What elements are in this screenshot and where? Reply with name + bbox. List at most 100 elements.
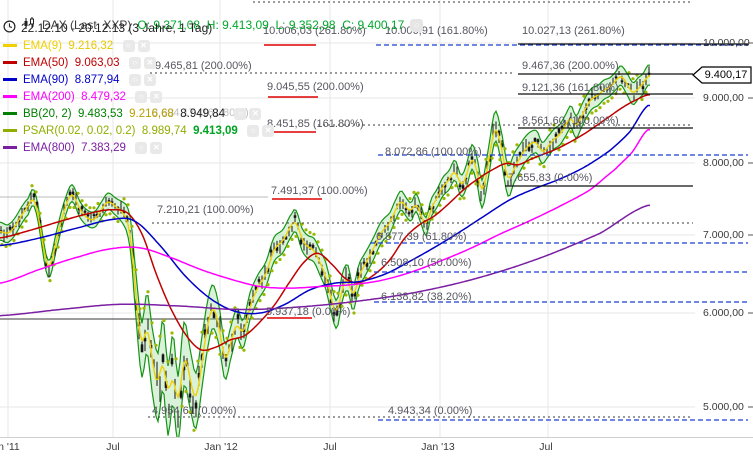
y-axis-label: 5.000,00 xyxy=(703,401,744,413)
fib-level-label[interactable]: 4.954,61 (0.00%) xyxy=(152,405,237,417)
series-color-dash xyxy=(3,78,17,81)
psar-dot xyxy=(92,206,96,210)
psar-dot xyxy=(400,212,404,216)
indicator-row[interactable]: EMA(50) 9.063,03 ○ ✕ xyxy=(3,54,274,71)
legend-close-icon[interactable]: ✕ xyxy=(262,124,275,137)
psar-dot xyxy=(344,293,348,297)
psar-dot xyxy=(602,101,606,105)
legend-close-icon[interactable]: ✕ xyxy=(249,107,262,120)
fib-level-label[interactable]: 7.655,83 (0.00%) xyxy=(508,172,593,184)
psar-dot xyxy=(210,331,214,335)
psar-dot xyxy=(24,219,28,223)
legend-close-icon[interactable]: ✕ xyxy=(150,90,163,103)
legend-circle-icon[interactable]: ○ xyxy=(247,124,260,137)
indicator-label: BB(20, 2) xyxy=(23,107,78,120)
indicator-row[interactable]: EMA(90) 8.877,94 ○ ✕ xyxy=(3,71,274,88)
psar-dot xyxy=(158,334,162,338)
psar-dot xyxy=(384,239,388,244)
indicator-label: EMA(800) xyxy=(23,141,82,154)
psar-dot xyxy=(200,330,204,334)
x-axis-strip xyxy=(0,437,753,461)
indicator-row[interactable]: EMA(9) 9.216,32 ○ ✕ xyxy=(3,37,274,54)
series-color-dash xyxy=(3,95,17,98)
fib-level-label[interactable]: 6.877,39 (61.80%) xyxy=(376,231,467,243)
period-row: 22.12.10 - 20.12.13 (3 Jahre, 1 Tag) xyxy=(3,20,212,36)
fib-level-label[interactable]: 8.561,60 (100.00%) xyxy=(522,115,619,127)
legend-circle-icon[interactable]: ○ xyxy=(234,107,247,120)
fib-level-label[interactable]: 5.937,18 (0.00%) xyxy=(266,306,351,318)
legend-circle-icon[interactable]: ○ xyxy=(128,73,141,86)
psar-dot xyxy=(214,335,218,339)
psar-dot xyxy=(174,357,178,361)
legend-close-icon[interactable]: ✕ xyxy=(143,73,156,86)
psar-dot xyxy=(233,306,237,310)
psar-dot xyxy=(484,157,488,161)
indicator-legend: EMA(9) 9.216,32 ○ ✕ EMA(50) 9.063,03 ○ ✕ EMA… xyxy=(3,37,275,156)
fib-level-label[interactable]: 6.138,82 (38.20%) xyxy=(381,291,472,303)
fib-level-label[interactable]: 10.027,13 (261.80%) xyxy=(522,25,625,37)
psar-dot xyxy=(142,306,146,310)
ema9-line xyxy=(0,74,651,400)
indicator-row[interactable]: BB(20, 2) 9.483,53 9.216,68 8.949,84 ○ ✕ xyxy=(3,105,274,122)
psar-dot xyxy=(590,111,594,115)
indicator-value: 9.483,53 xyxy=(77,107,130,120)
psar-dot xyxy=(154,343,158,347)
indicator-value: 8.479,32 xyxy=(81,90,133,103)
psar-dot xyxy=(294,234,298,238)
psar-dot xyxy=(511,150,515,154)
fib-level-label[interactable]: 6.508,10 (50.00%) xyxy=(381,257,472,269)
fib-level-label[interactable]: 8.451,85 (161.80%) xyxy=(267,118,364,130)
fib-level-label[interactable]: 9.121,36 (161.80%) xyxy=(522,82,619,94)
fib-level-label[interactable]: 9.045,55 (200.00%) xyxy=(267,81,364,93)
indicator-row[interactable]: EMA(800) 7.383,29 ○ ✕ xyxy=(3,139,274,156)
fib-level-label[interactable]: 8.072,86 (100.00%) xyxy=(385,146,482,158)
psar-dot xyxy=(104,213,108,217)
indicator-row[interactable]: EMA(200) 8.479,32 ○ ✕ xyxy=(3,88,274,105)
legend-circle-icon[interactable]: ○ xyxy=(128,56,141,69)
y-axis-label: 9.000,00 xyxy=(703,92,744,104)
psar-dot xyxy=(282,253,286,257)
legend-circle-icon[interactable]: ○ xyxy=(135,141,148,154)
legend-close-icon[interactable]: ✕ xyxy=(137,39,150,52)
psar-dot xyxy=(470,171,474,175)
psar-dot xyxy=(42,238,46,242)
series-color-dash xyxy=(3,146,17,149)
psar-dot xyxy=(266,283,270,287)
date-range[interactable]: 22.12.10 - 20.12.13 (3 Jahre, 1 Tag) xyxy=(21,21,213,35)
ohlc-values: O: 9.371,08 H: 9.413,09 L: 9.352,98 C: 9… xyxy=(137,18,405,32)
legend-close-icon[interactable]: ✕ xyxy=(143,56,156,69)
fib-level-label[interactable]: 9.465,81 (200.00%) xyxy=(155,60,252,72)
psar-dot xyxy=(462,196,466,200)
psar-dot xyxy=(108,212,112,216)
indicator-label: EMA(90) xyxy=(23,73,75,86)
indicator-row[interactable]: PSAR(0.02, 0.02, 0.2) 8.989,74 9.413,09 … xyxy=(3,122,275,139)
legend-close-icon[interactable]: ✕ xyxy=(150,141,163,154)
psar-dot xyxy=(48,279,52,283)
psar-dot xyxy=(356,293,360,297)
psar-dot xyxy=(582,94,586,98)
psar-dot xyxy=(392,225,396,229)
fib-level-label[interactable]: 10.006,03 (261.80%) xyxy=(263,25,366,37)
fib-level-label[interactable]: 9.467,36 (200.00%) xyxy=(522,60,619,72)
legend-circle-icon[interactable]: ○ xyxy=(135,90,148,103)
psar-dot xyxy=(80,199,84,203)
fib-level-label[interactable]: 7.491,37 (100.00%) xyxy=(271,185,368,197)
fib-level-label[interactable]: 7.210,21 (100.00%) xyxy=(157,204,254,216)
legend-circle-icon[interactable]: ○ xyxy=(122,39,135,52)
ema800-line xyxy=(0,204,650,317)
psar-dot xyxy=(565,135,569,140)
last-price-badge-shape xyxy=(692,66,752,84)
psar-dot xyxy=(188,410,192,414)
chart-settings-icon[interactable]: ○ xyxy=(410,18,424,32)
psar-dot xyxy=(221,329,225,333)
fib-level-label[interactable]: 4.943,34 (0.00%) xyxy=(388,405,473,417)
x-axis-label: Jan '12 xyxy=(204,441,238,453)
x-axis-label: Jul xyxy=(323,441,337,453)
psar-dot xyxy=(490,156,494,160)
psar-dot xyxy=(631,77,635,81)
psar-dot xyxy=(286,244,290,248)
psar-dot xyxy=(494,143,498,147)
psar-dot xyxy=(618,87,622,91)
instrument-title[interactable]: DAX (Last, XXP) xyxy=(42,18,132,32)
